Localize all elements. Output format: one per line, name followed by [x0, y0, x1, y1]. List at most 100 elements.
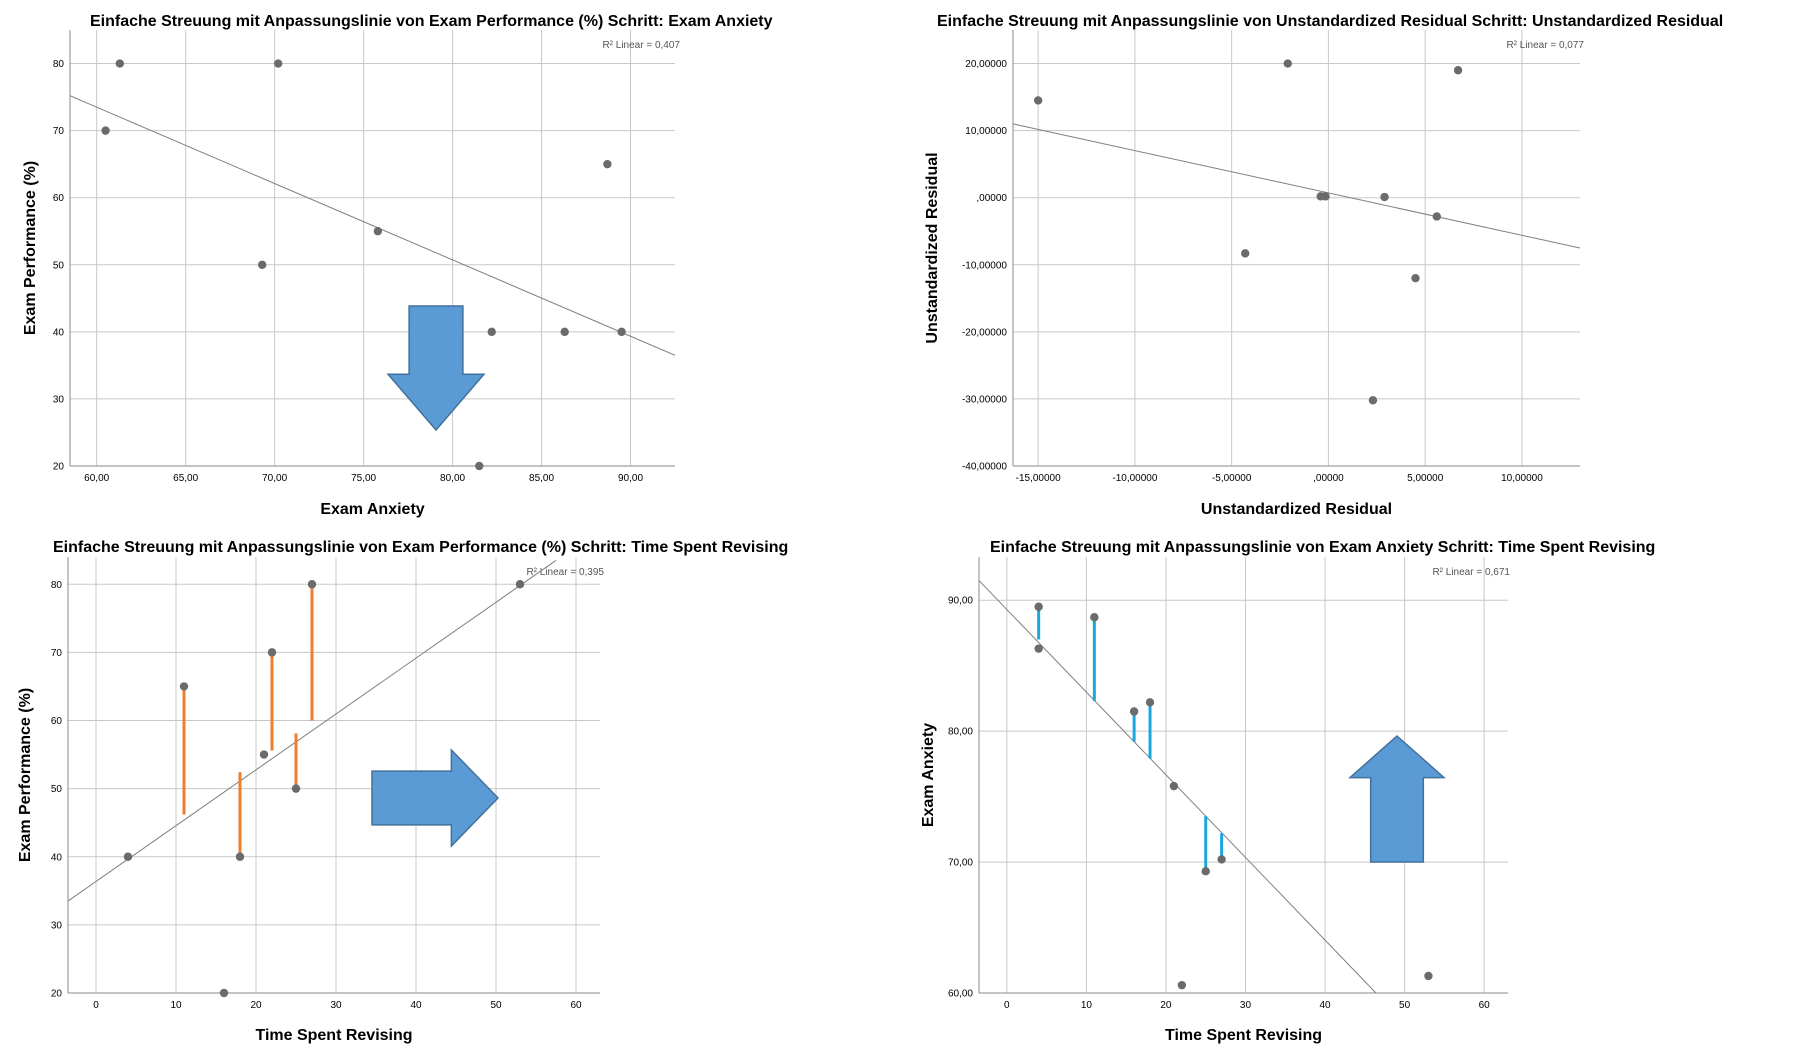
- y-tick-label: 60,00: [948, 989, 973, 1000]
- data-point: [1424, 971, 1433, 981]
- data-point: [515, 580, 525, 589]
- y-tick-label: -10,00000: [962, 260, 1007, 271]
- x-tick-label: 40: [1319, 1000, 1331, 1011]
- x-tick-label: 70,00: [262, 473, 287, 484]
- r-squared-label: R² Linear = 0,407: [602, 40, 680, 51]
- data-point: [219, 988, 229, 998]
- data-point: [617, 327, 626, 337]
- y-tick-label: 10,00000: [965, 126, 1007, 137]
- fit-line: [68, 559, 557, 902]
- r-squared-label: R² Linear = 0,671: [1432, 567, 1510, 578]
- y-tick-label: -40,00000: [962, 462, 1007, 473]
- x-tick-label: 85,00: [529, 473, 554, 484]
- y-tick-label: 70: [53, 126, 65, 137]
- chart-panel-3: 0 10 20 30 40 50 60 20 30 40 50 60 70 80 Einfache Stre…: [17, 539, 788, 1044]
- x-tick-label: 20: [250, 1000, 262, 1011]
- y-tick-label: 80: [51, 580, 63, 591]
- data-point: [1177, 980, 1187, 990]
- data-point: [259, 750, 269, 759]
- x-tick-label: 0: [1004, 1000, 1010, 1011]
- y-tick-label: 90,00: [948, 596, 973, 607]
- data-point: [1145, 698, 1155, 707]
- y-tick-label: 70: [51, 648, 63, 659]
- data-point: [560, 327, 569, 337]
- fit-line: [70, 95, 675, 356]
- data-point: [603, 159, 612, 169]
- x-tick-label: 10: [1081, 1000, 1093, 1011]
- y-axis-title: Exam Anxiety: [920, 723, 937, 827]
- data-point: [1368, 396, 1378, 405]
- chart-panel-2: -15,00000 -10,00000 -5,00000 ,00000 5,00000 1…: [924, 13, 1723, 518]
- x-axis-title: Time Spent Revising: [255, 1027, 412, 1044]
- data-point: [123, 852, 133, 861]
- x-tick-label: 5,00000: [1407, 473, 1444, 484]
- y-tick-label: 30: [53, 394, 65, 405]
- x-tick-label: 50: [1399, 1000, 1411, 1011]
- x-tick-label: 50: [490, 1000, 502, 1011]
- y-tick-label: 20: [51, 989, 63, 1000]
- y-tick-label: 20,00000: [965, 59, 1007, 70]
- x-axis-title: Exam Anxiety: [320, 501, 424, 518]
- x-tick-label: 60: [1479, 1000, 1491, 1011]
- y-axis-title: Unstandardized Residual: [924, 152, 941, 343]
- y-tick-label: -30,00000: [962, 394, 1007, 405]
- x-tick-label: -15,00000: [1016, 473, 1061, 484]
- y-tick-label: 20: [53, 462, 65, 473]
- chart-title: Einfache Streuung mit Anpassungslinie vo…: [937, 13, 1723, 30]
- x-tick-label: 0: [93, 1000, 99, 1011]
- fit-line: [1013, 123, 1580, 249]
- data-point: [179, 682, 189, 691]
- y-tick-label: 40: [51, 852, 63, 863]
- y-tick-label: 30: [51, 920, 63, 931]
- x-tick-label: 10: [170, 1000, 182, 1011]
- arrow-down-shape: [386, 305, 486, 432]
- data-point: [1321, 192, 1330, 201]
- data-point: [267, 648, 277, 657]
- data-point: [1169, 781, 1179, 791]
- data-point: [1432, 212, 1441, 221]
- y-tick-label: ,00000: [976, 193, 1007, 204]
- data-point: [1034, 602, 1043, 611]
- chart-title: Einfache Streuung mit Anpassungslinie vo…: [53, 539, 788, 556]
- data-point: [1034, 644, 1043, 653]
- y-tick-label: 50: [53, 260, 65, 271]
- y-axis-title: Exam Performance (%): [17, 688, 34, 862]
- chart-title: Einfache Streuung mit Anpassungslinie vo…: [90, 13, 773, 30]
- data-point: [257, 260, 267, 269]
- data-point: [1411, 273, 1420, 283]
- x-axis-title: Unstandardized Residual: [1201, 501, 1392, 518]
- data-point: [475, 461, 484, 471]
- data-point: [1380, 192, 1389, 202]
- y-tick-label: 50: [51, 784, 63, 795]
- data-point: [1090, 613, 1099, 622]
- x-tick-label: 20: [1160, 1000, 1172, 1011]
- x-tick-label: 30: [330, 1000, 342, 1011]
- data-point: [1283, 59, 1292, 68]
- y-tick-label: 40: [53, 327, 65, 338]
- data-point: [307, 580, 317, 589]
- data-point: [101, 126, 110, 135]
- x-tick-label: -5,00000: [1212, 473, 1252, 484]
- x-tick-label: 60,00: [84, 473, 109, 484]
- arrow-right-shape: [371, 748, 500, 848]
- x-tick-label: 90,00: [618, 473, 643, 484]
- y-tick-label: 60: [51, 716, 63, 727]
- x-axis-title: Time Spent Revising: [1165, 1027, 1322, 1044]
- chart-title: Einfache Streuung mit Anpassungslinie vo…: [990, 539, 1655, 556]
- x-tick-label: 30: [1240, 1000, 1252, 1011]
- x-tick-label: 60: [570, 1000, 582, 1011]
- y-tick-label: 70,00: [948, 858, 973, 869]
- y-tick-label: -20,00000: [962, 327, 1007, 338]
- x-tick-label: 40: [410, 1000, 422, 1011]
- x-tick-label: 80,00: [440, 473, 465, 484]
- y-tick-label: 80,00: [948, 727, 973, 738]
- y-tick-label: 80: [53, 59, 65, 70]
- data-point: [487, 327, 496, 337]
- data-point: [115, 59, 125, 68]
- r-squared-label: R² Linear = 0,395: [526, 567, 604, 578]
- x-tick-label: ,00000: [1313, 473, 1344, 484]
- data-point: [373, 227, 383, 236]
- data-point: [291, 784, 301, 793]
- x-tick-label: 75,00: [351, 473, 376, 484]
